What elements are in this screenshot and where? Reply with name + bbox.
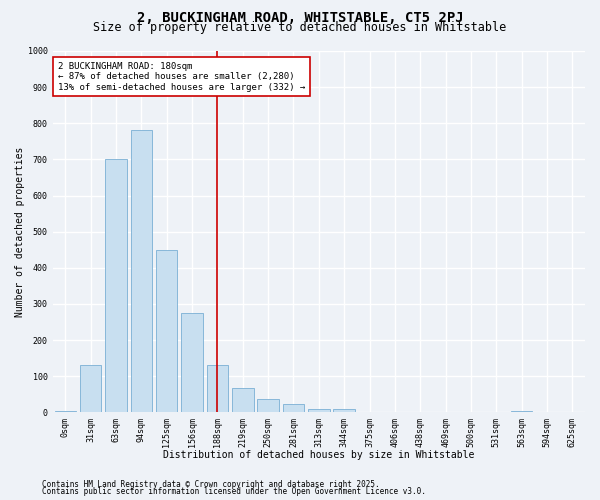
Bar bbox=[206, 366, 228, 412]
Bar bbox=[55, 410, 76, 412]
X-axis label: Distribution of detached houses by size in Whitstable: Distribution of detached houses by size … bbox=[163, 450, 475, 460]
Bar bbox=[283, 404, 304, 412]
Text: Contains public sector information licensed under the Open Government Licence v3: Contains public sector information licen… bbox=[42, 487, 426, 496]
Bar bbox=[257, 398, 279, 412]
Bar bbox=[80, 366, 101, 412]
Bar bbox=[334, 408, 355, 412]
Y-axis label: Number of detached properties: Number of detached properties bbox=[15, 146, 25, 317]
Bar bbox=[181, 313, 203, 412]
Text: Contains HM Land Registry data © Crown copyright and database right 2025.: Contains HM Land Registry data © Crown c… bbox=[42, 480, 380, 489]
Text: Size of property relative to detached houses in Whitstable: Size of property relative to detached ho… bbox=[94, 21, 506, 34]
Bar bbox=[156, 250, 178, 412]
Text: 2 BUCKINGHAM ROAD: 180sqm
← 87% of detached houses are smaller (2,280)
13% of se: 2 BUCKINGHAM ROAD: 180sqm ← 87% of detac… bbox=[58, 62, 305, 92]
Bar bbox=[232, 388, 254, 412]
Bar bbox=[511, 410, 532, 412]
Bar bbox=[308, 408, 329, 412]
Bar bbox=[105, 160, 127, 412]
Bar bbox=[131, 130, 152, 412]
Text: 2, BUCKINGHAM ROAD, WHITSTABLE, CT5 2PJ: 2, BUCKINGHAM ROAD, WHITSTABLE, CT5 2PJ bbox=[137, 11, 463, 25]
